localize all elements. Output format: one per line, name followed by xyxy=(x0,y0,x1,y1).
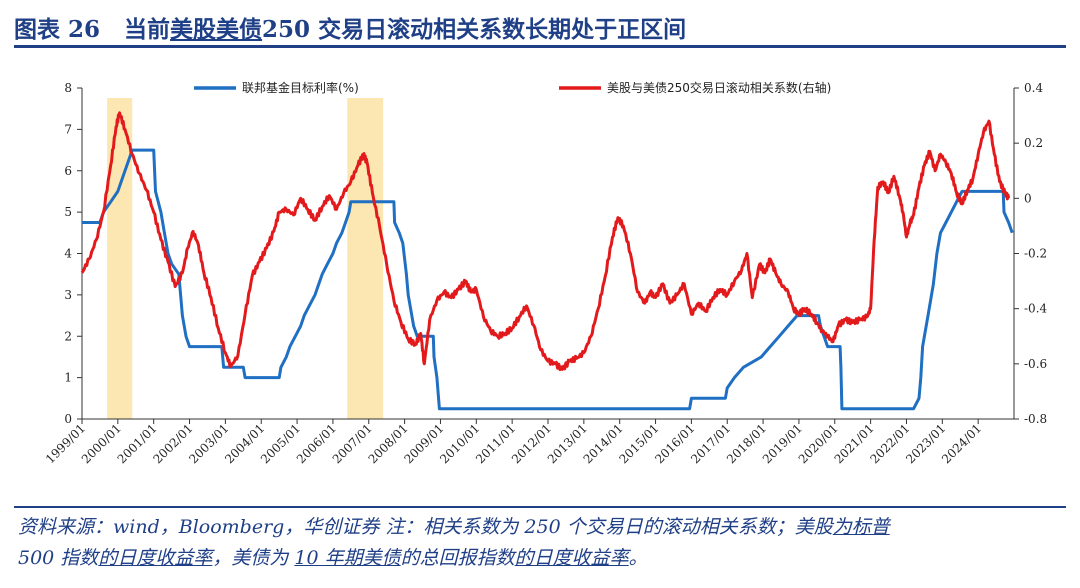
series-line-0 xyxy=(82,148,1014,411)
figure-title-text: 图表 26 当前美股美债250 交易日滚动相关系数长期处于正区间 xyxy=(14,10,686,44)
series-lines xyxy=(80,111,1014,411)
source-line1: 资料来源：wind，Bloomberg，华创证券 注：相关系数为 250 个交易… xyxy=(18,516,833,538)
chart-container: 0 1 2 3 4 5 6 7 8 -0.8 -0.6 -0.4 -0.2 0 0.2 0.4 1999/01 2… xyxy=(14,58,1066,498)
shaded-periods xyxy=(107,98,384,419)
left-y-tick-label: 0 xyxy=(64,412,72,426)
figure-title: 图表 26 当前美股美债250 交易日滚动相关系数长期处于正区间 xyxy=(14,6,1066,44)
title-underlined: 美股美债 xyxy=(170,16,263,43)
left-y-tick-label: 8 xyxy=(64,81,72,95)
right-y-tick-label: -0.8 xyxy=(1024,412,1047,426)
title-prefix: 当前 xyxy=(124,16,171,43)
line-chart: 012345678-0.8-0.6-0.4-0.200.20.41999/012… xyxy=(43,80,1048,466)
legend-label-0: 联邦基金目标利率(%) xyxy=(242,80,359,95)
left-y-tick-label: 6 xyxy=(64,164,72,178)
left-y-tick-label: 4 xyxy=(64,247,72,261)
right-y-tick-label: -0.4 xyxy=(1024,302,1048,316)
source-line2-c: 的总回报指数 xyxy=(400,547,515,569)
source-line2-u2: 10 年期美债 xyxy=(294,547,401,569)
source-line2-b: ，美债为 xyxy=(212,547,295,569)
right-y-tick-label: -0.2 xyxy=(1024,247,1047,261)
x-tick-label: 2024/01 xyxy=(939,421,984,466)
chart-legend: 联邦基金目标利率(%) 美股与美债250交易日滚动相关系数(右轴) xyxy=(194,80,831,95)
right-y-tick-label: 0 xyxy=(1024,191,1032,205)
legend-label-1: 美股与美债250交易日滚动相关系数(右轴) xyxy=(607,80,831,95)
source-line2-d: 。 xyxy=(628,547,648,569)
source-note: 资料来源：wind，Bloomberg，华创证券 注：相关系数为 250 个交易… xyxy=(18,512,1062,574)
source-line2-u3: 的日度收益率 xyxy=(514,547,629,569)
figure-number: 图表 26 xyxy=(14,16,101,43)
left-y-tick-label: 1 xyxy=(64,371,72,385)
right-y-tick-label: 0.2 xyxy=(1024,136,1043,150)
title-rest: 250 交易日滚动相关系数长期处于正区间 xyxy=(262,16,687,43)
shaded-period-1 xyxy=(347,98,384,419)
right-y-tick-label: 0.4 xyxy=(1024,81,1043,95)
shaded-period-0 xyxy=(107,98,133,419)
left-y-tick-label: 7 xyxy=(64,122,72,136)
source-line1-underlined: 为标普 xyxy=(832,516,890,538)
left-y-tick-label: 5 xyxy=(64,205,72,219)
series-line-1 xyxy=(80,111,1011,372)
title-divider xyxy=(14,45,1066,48)
source-line2-a: 500 指数 xyxy=(18,547,99,569)
source-divider xyxy=(14,506,1066,508)
left-y-tick-label: 2 xyxy=(64,329,72,343)
source-line2-u1: 的日度收益率 xyxy=(98,547,213,569)
right-y-tick-label: -0.6 xyxy=(1024,357,1047,371)
left-y-tick-label: 3 xyxy=(64,288,72,302)
